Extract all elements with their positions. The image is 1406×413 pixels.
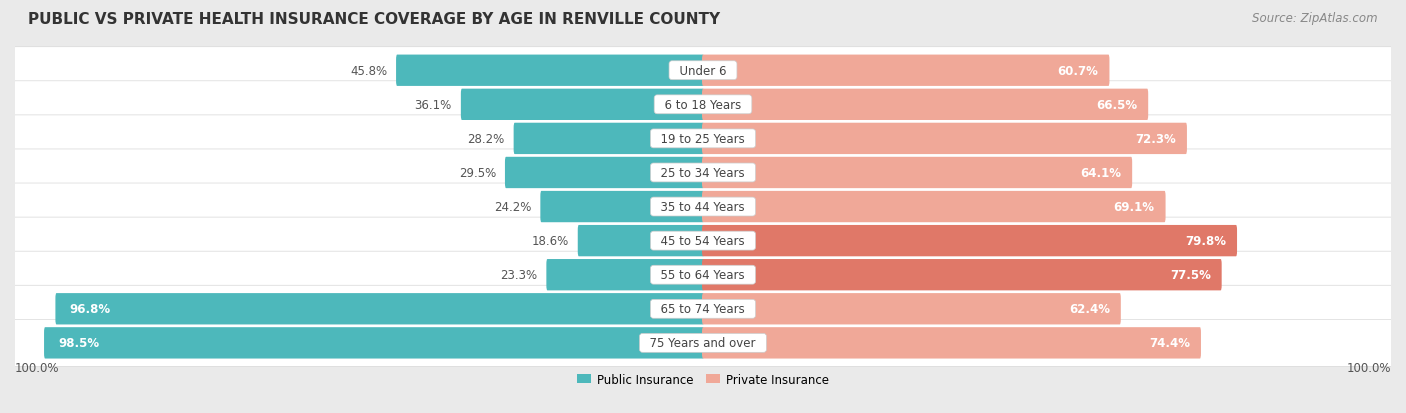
Text: 69.1%: 69.1% [1114,201,1154,214]
Text: 35 to 44 Years: 35 to 44 Years [654,201,752,214]
Legend: Public Insurance, Private Insurance: Public Insurance, Private Insurance [572,368,834,390]
FancyBboxPatch shape [702,225,1237,257]
FancyBboxPatch shape [13,320,1393,366]
FancyBboxPatch shape [13,116,1393,163]
Text: 19 to 25 Years: 19 to 25 Years [654,133,752,145]
Text: 36.1%: 36.1% [415,99,451,112]
Text: 65 to 74 Years: 65 to 74 Years [654,303,752,316]
Text: 72.3%: 72.3% [1135,133,1175,145]
FancyBboxPatch shape [702,293,1121,325]
FancyBboxPatch shape [13,252,1393,299]
Text: 96.8%: 96.8% [70,303,111,316]
FancyBboxPatch shape [513,123,704,155]
Text: 64.1%: 64.1% [1080,166,1121,180]
Text: 77.5%: 77.5% [1170,268,1211,282]
Text: 100.0%: 100.0% [1347,361,1391,374]
FancyBboxPatch shape [13,285,1393,332]
Text: Under 6: Under 6 [672,64,734,78]
Text: 66.5%: 66.5% [1097,99,1137,112]
FancyBboxPatch shape [396,55,704,87]
FancyBboxPatch shape [547,259,704,291]
FancyBboxPatch shape [13,47,1393,95]
Text: 75 Years and over: 75 Years and over [643,337,763,349]
FancyBboxPatch shape [44,328,704,358]
FancyBboxPatch shape [13,82,1393,128]
Text: 100.0%: 100.0% [15,361,59,374]
Text: 25 to 34 Years: 25 to 34 Years [654,166,752,180]
FancyBboxPatch shape [505,157,704,189]
Text: 98.5%: 98.5% [59,337,100,349]
FancyBboxPatch shape [461,90,704,121]
Text: 62.4%: 62.4% [1069,303,1109,316]
Text: 55 to 64 Years: 55 to 64 Years [654,268,752,282]
Text: 29.5%: 29.5% [458,166,496,180]
Text: 60.7%: 60.7% [1057,64,1098,78]
FancyBboxPatch shape [702,157,1132,189]
FancyBboxPatch shape [702,259,1222,291]
FancyBboxPatch shape [13,184,1393,230]
Text: 6 to 18 Years: 6 to 18 Years [657,99,749,112]
Text: 18.6%: 18.6% [531,235,569,247]
Text: 23.3%: 23.3% [501,268,537,282]
FancyBboxPatch shape [702,55,1109,87]
Text: 79.8%: 79.8% [1185,235,1226,247]
FancyBboxPatch shape [702,90,1149,121]
Text: 24.2%: 24.2% [494,201,531,214]
Text: 45.8%: 45.8% [350,64,387,78]
FancyBboxPatch shape [540,191,704,223]
FancyBboxPatch shape [13,150,1393,197]
Text: 28.2%: 28.2% [467,133,505,145]
Text: Source: ZipAtlas.com: Source: ZipAtlas.com [1253,12,1378,25]
Text: PUBLIC VS PRIVATE HEALTH INSURANCE COVERAGE BY AGE IN RENVILLE COUNTY: PUBLIC VS PRIVATE HEALTH INSURANCE COVER… [28,12,720,27]
Text: 45 to 54 Years: 45 to 54 Years [654,235,752,247]
FancyBboxPatch shape [55,293,704,325]
FancyBboxPatch shape [702,191,1166,223]
FancyBboxPatch shape [702,123,1187,155]
FancyBboxPatch shape [702,328,1201,358]
FancyBboxPatch shape [13,218,1393,264]
Text: 74.4%: 74.4% [1149,337,1189,349]
FancyBboxPatch shape [578,225,704,257]
